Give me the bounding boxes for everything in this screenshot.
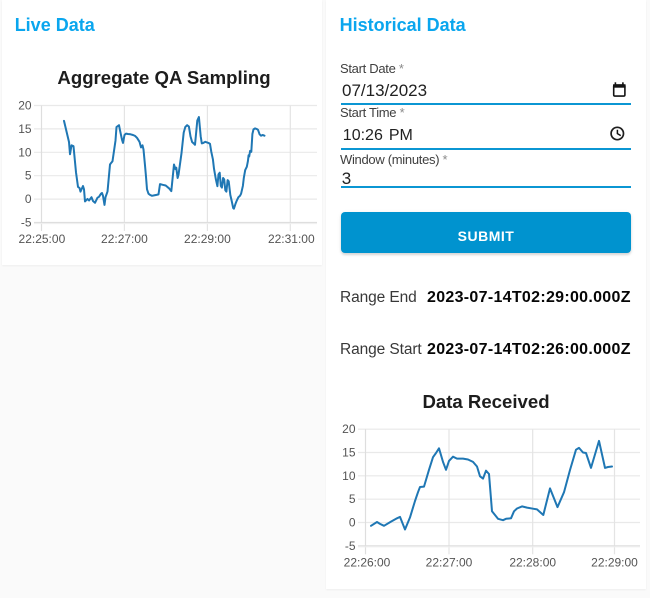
svg-text:5: 5 — [349, 492, 356, 506]
svg-text:20: 20 — [18, 99, 32, 113]
svg-text:10: 10 — [18, 145, 32, 159]
svg-text:22:29:00: 22:29:00 — [591, 556, 638, 570]
svg-text:22:27:00: 22:27:00 — [101, 232, 148, 246]
svg-text:22:29:00: 22:29:00 — [184, 232, 231, 246]
svg-text:15: 15 — [18, 122, 32, 136]
svg-text:22:26:00: 22:26:00 — [344, 556, 391, 570]
svg-text:22:28:00: 22:28:00 — [509, 556, 556, 570]
svg-text:22:25:00: 22:25:00 — [19, 232, 66, 246]
svg-text:0: 0 — [25, 192, 32, 206]
svg-text:22:27:00: 22:27:00 — [426, 556, 473, 570]
svg-text:Aggregate QA Sampling: Aggregate QA Sampling — [57, 67, 270, 88]
svg-text:-5: -5 — [21, 216, 32, 230]
svg-text:0: 0 — [349, 516, 356, 530]
svg-text:22:31:00: 22:31:00 — [268, 232, 315, 246]
svg-text:-5: -5 — [345, 539, 356, 553]
svg-text:20: 20 — [342, 422, 356, 436]
svg-text:10: 10 — [342, 469, 356, 483]
svg-text:15: 15 — [342, 446, 356, 460]
svg-text:5: 5 — [25, 169, 32, 183]
svg-text:Data Received: Data Received — [422, 391, 549, 412]
